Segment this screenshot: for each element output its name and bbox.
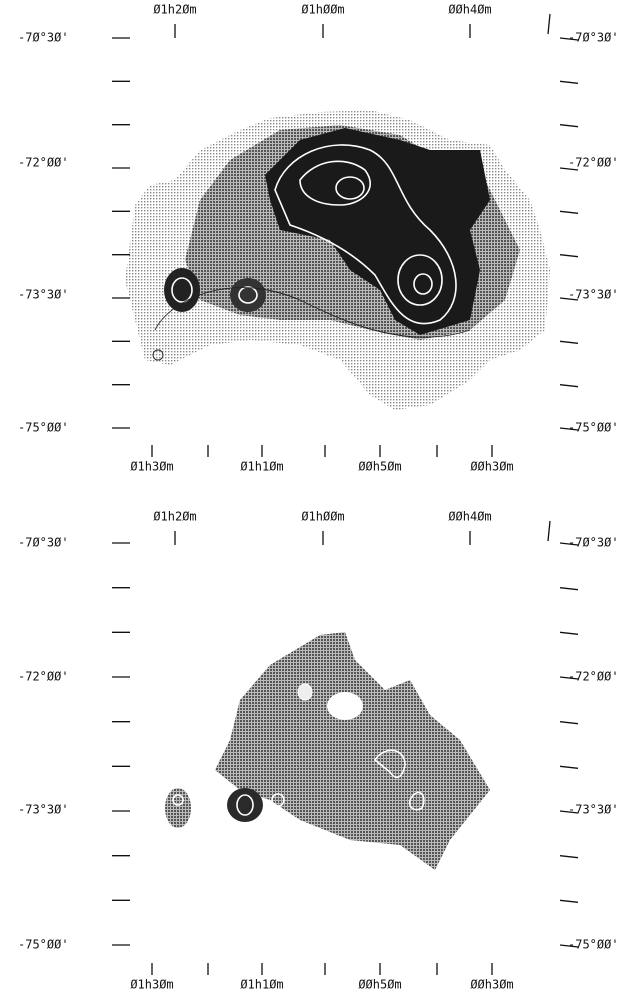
- ra-label-bottom: Ø1h1Øm: [240, 460, 283, 474]
- ra-label-top: ØØh4Øm: [448, 510, 491, 524]
- ra-label-top: Ø1h2Øm: [153, 3, 196, 17]
- tick: [560, 632, 578, 634]
- dec-label-left: -73°3Ø': [18, 803, 69, 817]
- dec-label-left: -7Ø°3Ø': [18, 536, 69, 550]
- dec-label-left: -75°ØØ': [18, 938, 69, 952]
- tick: [560, 125, 578, 127]
- tick: [560, 900, 578, 902]
- figure: Ø1h2Øm Ø1hØØm ØØh4Øm Ø1h3Øm Ø1h1Øm ØØh5Øm ØØh3…: [0, 0, 643, 996]
- ra-label-top: Ø1hØØm: [301, 510, 344, 524]
- tick: [560, 255, 578, 257]
- ra-label-top: ØØh4Øm: [448, 3, 491, 17]
- ra-label-bottom: Ø1h1Øm: [240, 978, 283, 992]
- tick: [560, 856, 578, 858]
- dec-label-right: -7Ø°3Ø': [568, 31, 619, 45]
- tick: [560, 766, 578, 768]
- tick: [560, 81, 578, 83]
- dec-label-left: -72°ØØ': [18, 670, 69, 684]
- dec-label-right: -72°ØØ': [568, 156, 619, 170]
- tick: [560, 341, 578, 343]
- map-top: [125, 110, 550, 410]
- ra-label-bottom: ØØh5Øm: [358, 460, 401, 474]
- dec-label-left: -73°3Ø': [18, 288, 69, 302]
- dec-label-right: -7Ø°3Ø': [568, 536, 619, 550]
- tick: [560, 211, 578, 213]
- ra-label-top: Ø1hØØm: [301, 3, 344, 17]
- dec-label-right: -73°3Ø': [568, 803, 619, 817]
- map-bottom: [165, 632, 490, 870]
- tick: [560, 385, 578, 387]
- ra-label-bottom: Ø1h3Øm: [130, 978, 173, 992]
- tick: [548, 14, 550, 34]
- ra-label-bottom: ØØh5Øm: [358, 978, 401, 992]
- tick: [560, 588, 578, 590]
- dec-label-left: -75°ØØ': [18, 421, 69, 435]
- ra-label-top: Ø1h2Øm: [153, 510, 196, 524]
- dec-label-left: -7Ø°3Ø': [18, 31, 69, 45]
- tick: [560, 722, 578, 724]
- dec-label-left: -72°ØØ': [18, 156, 69, 170]
- dec-label-right: -75°ØØ': [568, 938, 619, 952]
- dec-label-right: -75°ØØ': [568, 421, 619, 435]
- ra-label-bottom: ØØh3Øm: [470, 978, 513, 992]
- tick: [548, 521, 550, 541]
- dec-label-right: -72°ØØ': [568, 670, 619, 684]
- ra-label-bottom: Ø1h3Øm: [130, 460, 173, 474]
- ra-label-bottom: ØØh3Øm: [470, 460, 513, 474]
